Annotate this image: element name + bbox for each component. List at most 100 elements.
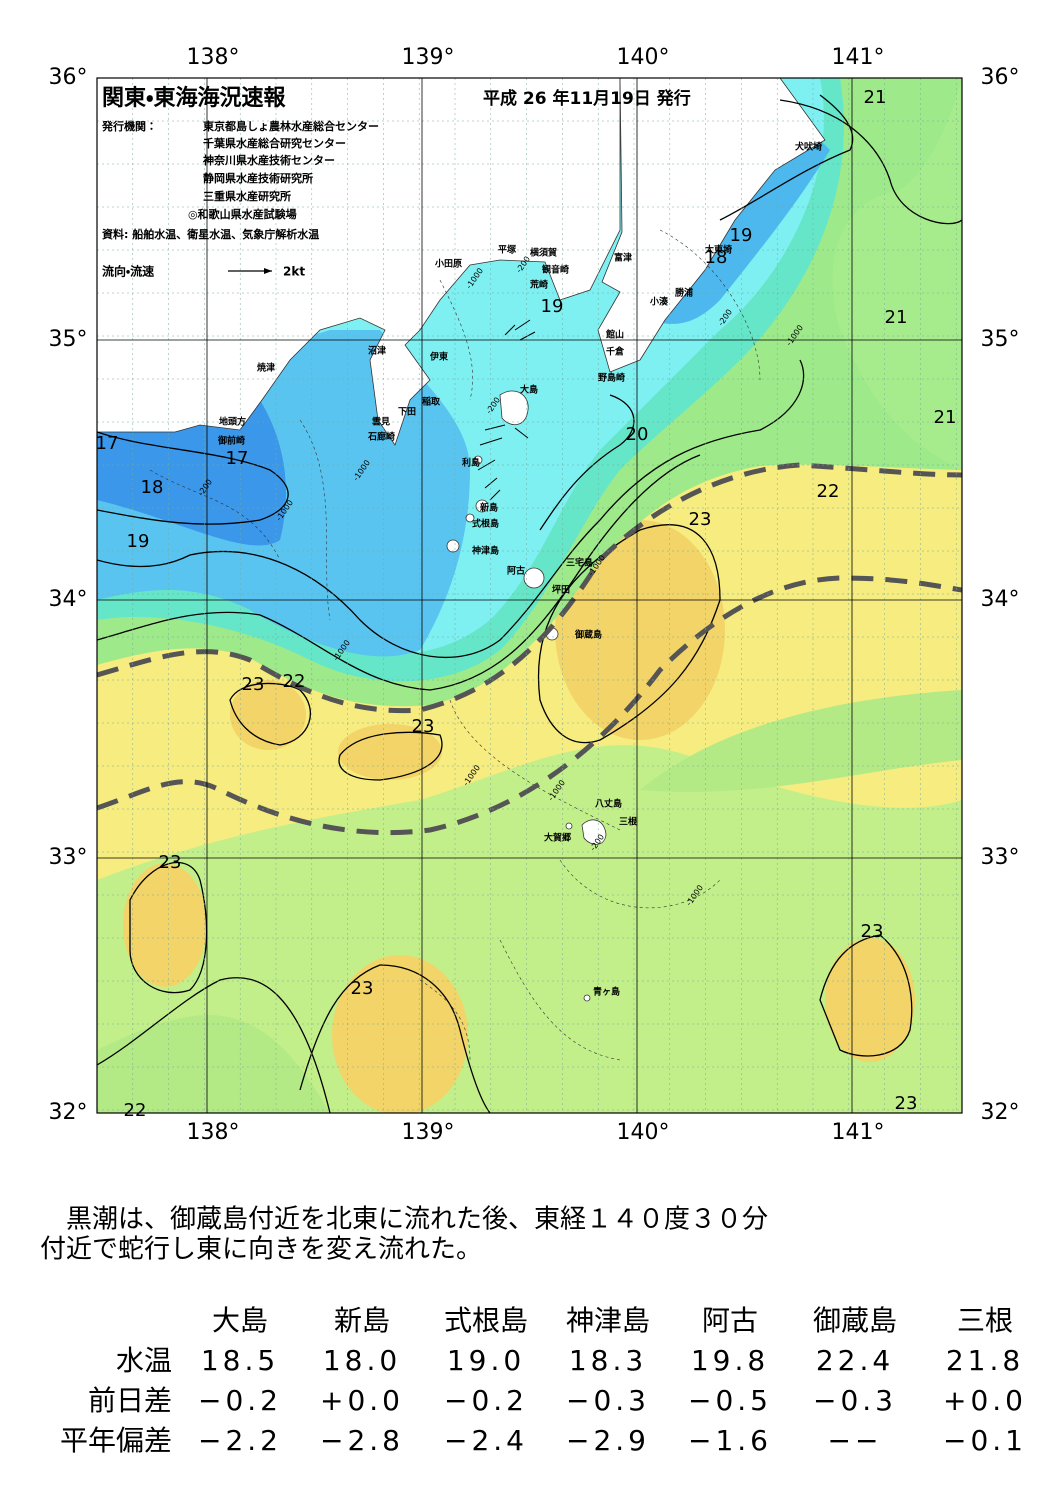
land-honshu [97, 78, 621, 446]
table-cell: −0.2 [198, 1384, 282, 1417]
issuer-label: 発行機関： [101, 119, 157, 133]
place-name: 神津島 [471, 545, 499, 557]
temperature-label: 23 [412, 716, 435, 737]
warm-patches [123, 520, 915, 1113]
place-name: 大賀郷 [544, 832, 571, 844]
lat-label: 35° [981, 327, 1020, 352]
map-frame [96, 77, 963, 1114]
temperature-label: 19 [541, 296, 564, 317]
place-name: 御蔵島 [574, 629, 602, 641]
summary-line: 黒潮は、御蔵島付近を北東に流れた後、東経１４０度３０分 [40, 1205, 768, 1235]
current-legend: 流向・流速 [102, 264, 154, 279]
source: 資料: 船舶水温、衛星水温、気象庁解析水温 [102, 227, 319, 241]
table-cell: −− [828, 1424, 883, 1457]
lat-label: 33° [49, 845, 88, 870]
temperature-label: 18 [141, 477, 164, 498]
temperature-label: 20 [626, 424, 649, 445]
table-cell: 19.8 [691, 1344, 769, 1377]
temperature-label: 23 [895, 1093, 918, 1114]
lon-label: 141° [832, 1120, 885, 1145]
lat-label: 32° [981, 1100, 1020, 1125]
table-cell: −2.4 [444, 1424, 528, 1457]
temperature-label: 21 [934, 407, 957, 428]
lon-label: 140° [617, 45, 670, 70]
current-scale: 2kt [283, 265, 305, 279]
map-layers [97, 78, 962, 1113]
place-name: 式根島 [472, 518, 499, 530]
place-name: 千倉 [606, 346, 625, 358]
lat-label: 33° [981, 845, 1020, 870]
temperature-label: 21 [885, 307, 908, 328]
lon-label: 138° [187, 45, 240, 70]
lat-label: 36° [49, 65, 88, 90]
table-header: 神津島 [566, 1304, 650, 1337]
graticule [97, 77, 962, 1114]
table-header: 御蔵島 [813, 1304, 897, 1337]
temperature-label: 23 [861, 921, 884, 942]
issuer: 千葉県水産総合研究センター [203, 136, 346, 150]
issuer: 東京都島しょ農林水産総合センター [203, 119, 379, 133]
legend-arrowhead [264, 268, 272, 274]
table-header: 大島 [212, 1304, 268, 1337]
islands [446, 390, 607, 1002]
table-header: 式根島 [444, 1304, 528, 1337]
table-cell: −0.3 [813, 1384, 897, 1417]
place-name: 坪田 [552, 584, 570, 596]
table-cell: −2.2 [198, 1424, 282, 1457]
place-name: 八丈島 [595, 798, 622, 810]
table-cell: −1.6 [688, 1424, 772, 1457]
temperature-label: 21 [864, 87, 887, 108]
lat-label: 34° [49, 587, 88, 612]
lon-label: 138° [187, 1120, 240, 1145]
temperature-label: 18 [705, 247, 728, 268]
place-name: 新島 [479, 502, 498, 514]
sea-east [832, 78, 962, 470]
temperature-label: 23 [242, 674, 265, 695]
place-name: 伊東 [429, 351, 448, 363]
place-name: 雲見 [372, 416, 390, 428]
lon-label: 141° [832, 45, 885, 70]
place-name: 富津 [614, 252, 632, 264]
table-cell: 21.8 [946, 1344, 1024, 1377]
place-name: 横須賀 [530, 247, 557, 259]
place-name: 三宅島 [566, 557, 593, 569]
issuer: 三重県水産研究所 [203, 189, 291, 203]
place-name: 下田 [398, 407, 416, 418]
place-name: 大島 [520, 384, 538, 396]
temperature-label: 22 [124, 1100, 147, 1121]
sea-green [97, 745, 962, 1113]
temperature-label: 22 [817, 481, 840, 502]
table-cell: −0.5 [688, 1384, 772, 1417]
table-cell: 22.4 [816, 1344, 894, 1377]
sea-green2 [97, 690, 962, 1113]
lat-label: 36° [981, 65, 1020, 90]
lon-label: 139° [402, 45, 455, 70]
table-header: 新島 [334, 1304, 390, 1337]
table-cell: 18.5 [201, 1344, 279, 1377]
place-name: 焼津 [257, 362, 275, 374]
place-name: 太東埼 [704, 244, 732, 256]
temperature-label: 19 [730, 225, 753, 246]
lon-label: 140° [617, 1120, 670, 1145]
place-name: 利島 [461, 457, 480, 469]
place-name: 小田原 [434, 258, 462, 270]
place-name: 犬吠埼 [794, 141, 822, 153]
issuer: ◎和歌山県水産試験場 [188, 207, 297, 221]
table-cell: −2.9 [566, 1424, 650, 1457]
table-header: 三根 [957, 1304, 1013, 1337]
temperature-label: 23 [689, 509, 712, 530]
issue-date: 平成 26 年11月19日 発行 [483, 88, 691, 109]
place-name: 小湊 [649, 296, 669, 308]
table-cell: +0.0 [320, 1384, 404, 1417]
temperature-label: 17 [226, 448, 249, 469]
row-label: 前日差 [88, 1384, 172, 1417]
row-label: 平年偏差 [60, 1424, 172, 1457]
table-cell: −0.3 [566, 1384, 650, 1417]
table-cell: −0.2 [444, 1384, 528, 1417]
place-name: 石廊崎 [367, 431, 395, 443]
place-name: 三根 [619, 816, 638, 828]
issuer: 静岡県水産技術研究所 [203, 171, 313, 185]
table-cell: 18.3 [569, 1344, 647, 1377]
table-cell: +0.0 [943, 1384, 1027, 1417]
table-cell: 19.0 [447, 1344, 525, 1377]
